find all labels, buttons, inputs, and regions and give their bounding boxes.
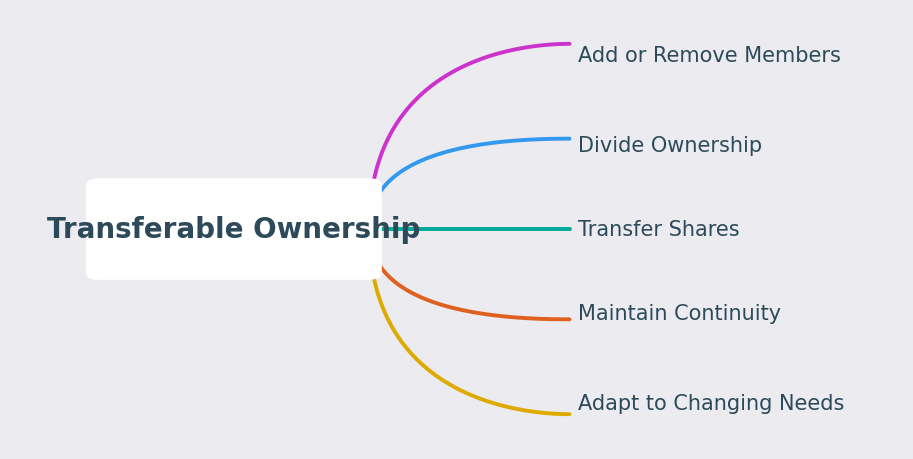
Text: Add or Remove Members: Add or Remove Members	[578, 46, 841, 66]
Text: Transfer Shares: Transfer Shares	[578, 219, 740, 240]
Text: Maintain Continuity: Maintain Continuity	[578, 303, 782, 323]
Text: Divide Ownership: Divide Ownership	[578, 136, 762, 156]
Text: Adapt to Changing Needs: Adapt to Changing Needs	[578, 393, 845, 413]
FancyBboxPatch shape	[86, 179, 382, 280]
Text: Transferable Ownership: Transferable Ownership	[47, 216, 421, 243]
